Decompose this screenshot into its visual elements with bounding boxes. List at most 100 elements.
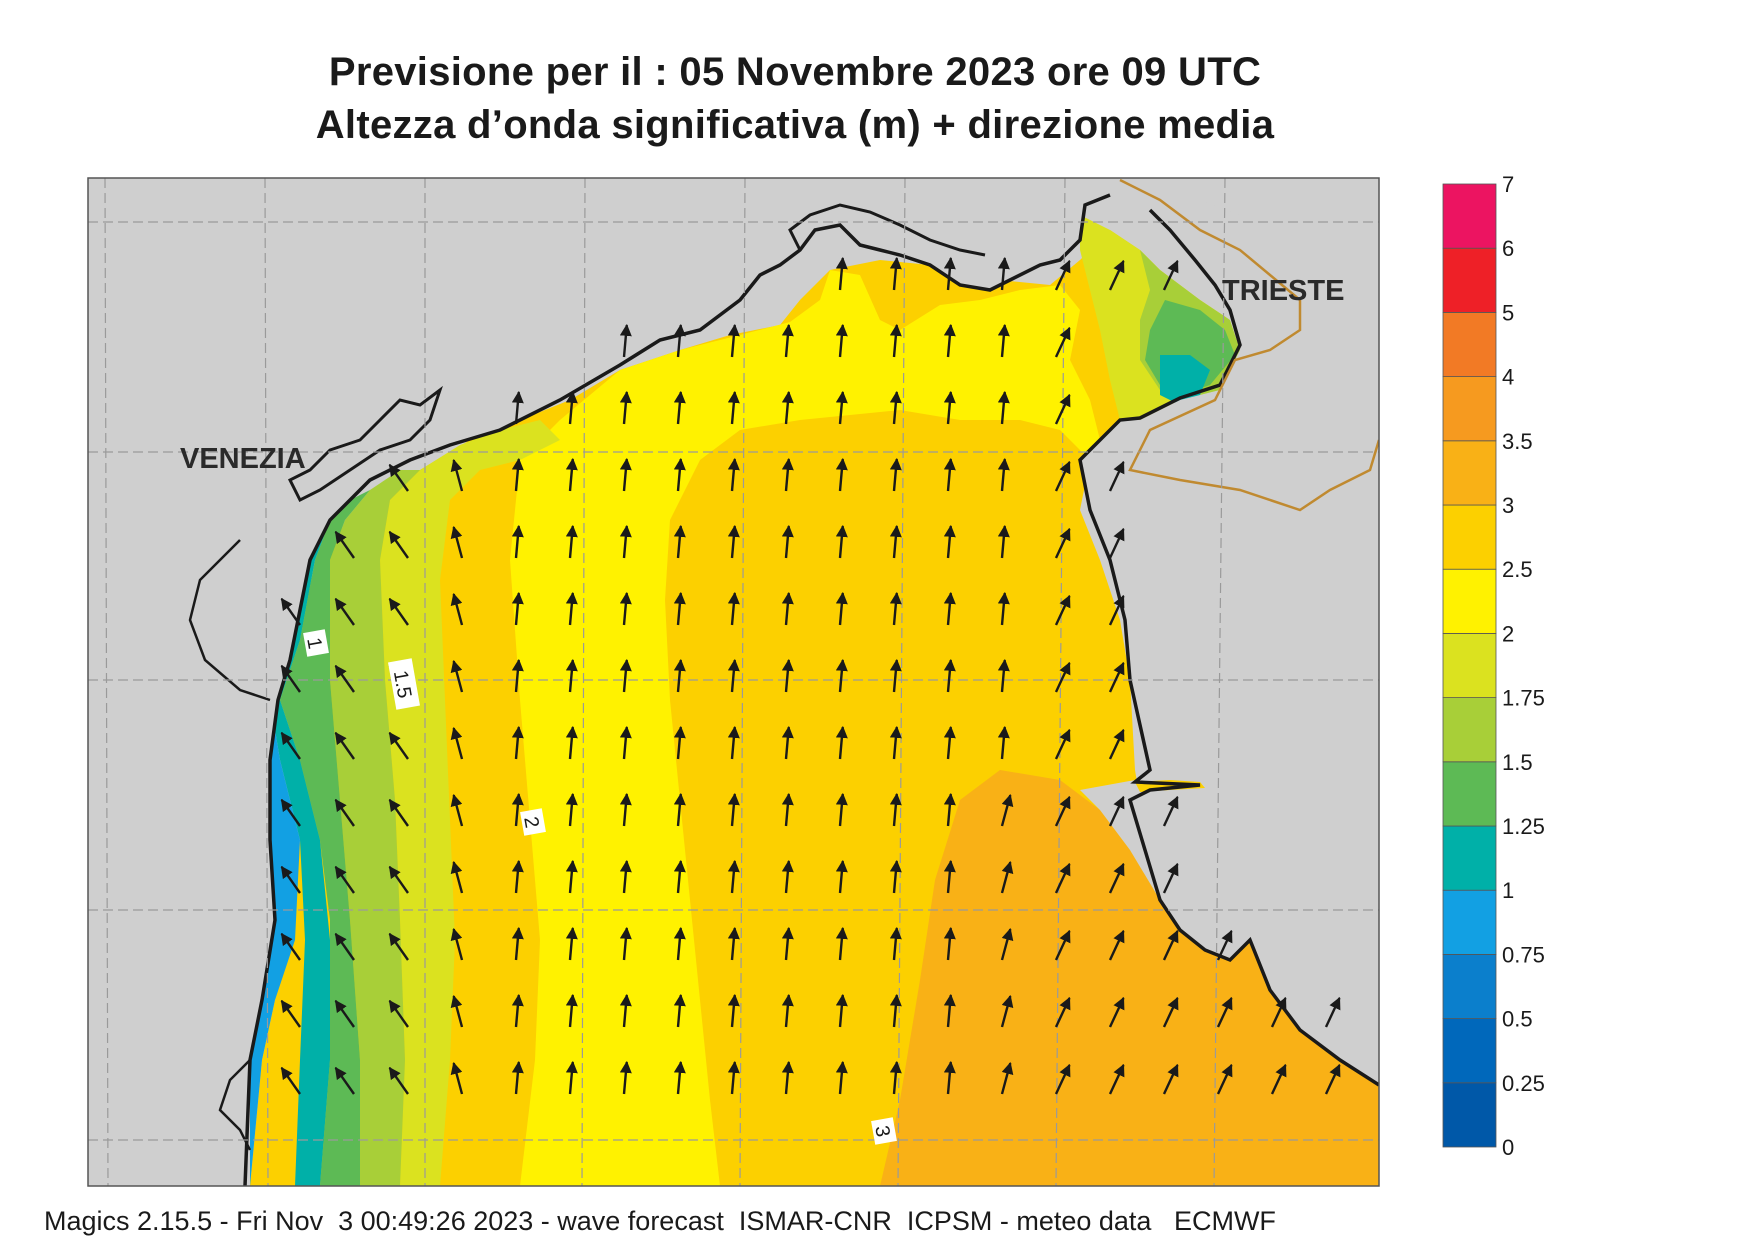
direction-arrow — [997, 390, 1010, 425]
legend-tick-label: 0.75 — [1502, 942, 1545, 967]
direction-arrow — [511, 658, 524, 693]
land-north — [88, 178, 1379, 1186]
direction-arrow — [565, 591, 578, 626]
direction-arrow — [1054, 594, 1071, 626]
direction-arrow — [334, 865, 355, 894]
direction-arrow — [889, 1060, 902, 1095]
direction-arrow — [450, 525, 464, 559]
direction-arrow — [943, 256, 956, 291]
direction-arrow — [727, 658, 740, 693]
svg-text:1.5: 1.5 — [389, 669, 415, 700]
direction-arrow — [1054, 862, 1071, 894]
direction-arrow — [388, 731, 409, 760]
grado-lagoon — [788, 203, 986, 257]
direction-arrow — [1108, 460, 1125, 492]
direction-arrow — [619, 390, 632, 425]
land-east — [1080, 300, 1379, 1085]
direction-arrow — [727, 792, 740, 827]
direction-arrow — [835, 323, 848, 358]
direction-arrow — [280, 664, 301, 693]
legend-swatch — [1442, 440, 1497, 506]
direction-arrow — [334, 798, 355, 827]
direction-arrow — [450, 458, 464, 492]
contour-label-1: 1 — [302, 629, 329, 657]
direction-arrow — [565, 1060, 578, 1095]
direction-arrow — [781, 993, 794, 1028]
direction-arrow — [511, 457, 524, 492]
direction-arrow — [1108, 527, 1125, 559]
direction-arrow — [1162, 862, 1179, 894]
direction-arrow — [280, 865, 301, 894]
legend-swatch — [1442, 504, 1497, 570]
direction-arrow — [781, 457, 794, 492]
direction-arrow — [673, 993, 686, 1028]
direction-arrow — [889, 323, 902, 358]
legend-tick-label: 3 — [1502, 493, 1514, 518]
direction-arrow — [1216, 929, 1233, 961]
legend-swatch — [1442, 1082, 1497, 1148]
zone-2-2.5 — [510, 270, 1100, 1186]
direction-arrow — [781, 323, 794, 358]
svg-text:2: 2 — [519, 815, 543, 830]
direction-arrow — [450, 1061, 464, 1095]
direction-arrow — [1162, 929, 1179, 961]
legend-tick-label: 0.5 — [1502, 1007, 1533, 1032]
direction-arrow — [1324, 996, 1341, 1028]
direction-arrow — [334, 731, 355, 760]
direction-arrow — [1108, 661, 1125, 693]
direction-arrow — [388, 798, 409, 827]
direction-arrow — [619, 658, 632, 693]
direction-arrow — [619, 859, 632, 894]
map-subtitle: Altezza d’onda significativa (m) + direz… — [315, 103, 1275, 147]
direction-arrow — [619, 926, 632, 961]
legend-swatch — [1442, 247, 1497, 313]
direction-arrow — [889, 524, 902, 559]
direction-arrow — [334, 597, 355, 626]
direction-arrow — [334, 999, 355, 1028]
map-title: Previsione per il : 05 Novembre 2023 ore… — [328, 50, 1262, 94]
lagoon-venezia — [287, 385, 443, 503]
direction-arrow — [619, 591, 632, 626]
zone-0.75-1 — [250, 540, 310, 1186]
legend-swatch — [1442, 311, 1497, 377]
direction-arrow — [565, 926, 578, 961]
direction-arrow — [943, 993, 956, 1028]
direction-arrow — [450, 860, 464, 894]
direction-arrow — [835, 591, 848, 626]
direction-arrow — [997, 725, 1010, 760]
direction-arrow — [388, 597, 409, 626]
map-area — [88, 178, 1379, 1186]
direction-arrow — [781, 926, 794, 961]
direction-arrow — [388, 530, 409, 559]
legend-tick-label: 4 — [1502, 365, 1514, 390]
direction-arrow — [673, 1060, 686, 1095]
direction-arrow — [1054, 527, 1071, 559]
direction-arrow — [781, 658, 794, 693]
direction-arrow — [835, 792, 848, 827]
direction-arrow — [727, 390, 740, 425]
direction-arrow — [673, 323, 686, 358]
direction-arrow — [889, 725, 902, 760]
direction-arrow — [835, 457, 848, 492]
direction-arrow — [388, 1066, 409, 1095]
direction-arrow — [943, 792, 956, 827]
direction-arrow — [673, 792, 686, 827]
direction-arrow — [619, 993, 632, 1028]
direction-arrow — [1000, 927, 1014, 961]
direction-arrow — [565, 993, 578, 1028]
contour-label-2: 2 — [519, 808, 546, 836]
legend-swatch — [1442, 183, 1497, 249]
direction-arrow — [943, 591, 956, 626]
direction-arrow — [619, 323, 632, 358]
direction-arrow — [619, 792, 632, 827]
contour-label-3: 3 — [870, 1117, 897, 1145]
direction-arrow — [997, 323, 1010, 358]
direction-arrow — [334, 664, 355, 693]
direction-arrow — [388, 999, 409, 1028]
legend-tick-label: 7 — [1502, 172, 1514, 197]
direction-arrow — [1216, 1063, 1233, 1095]
direction-arrow — [280, 932, 301, 961]
direction-arrow — [889, 457, 902, 492]
direction-arrow — [889, 993, 902, 1028]
legend-swatch — [1442, 954, 1497, 1020]
